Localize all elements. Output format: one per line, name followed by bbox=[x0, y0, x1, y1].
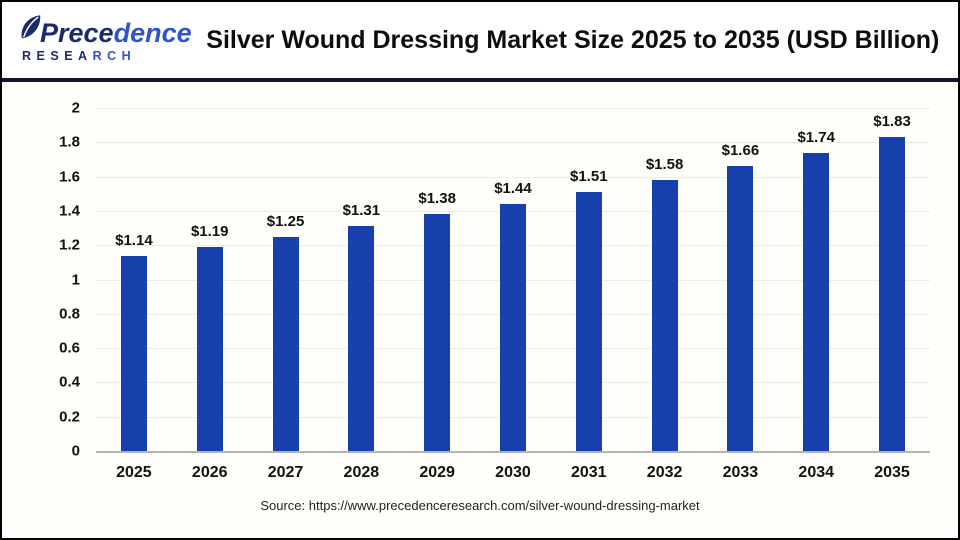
x-axis-label: 2035 bbox=[874, 464, 910, 481]
bar bbox=[424, 214, 451, 451]
x-axis-label: 2025 bbox=[116, 464, 152, 481]
bar bbox=[803, 152, 830, 451]
bar bbox=[499, 204, 526, 451]
y-axis-tick-label: 1.2 bbox=[59, 236, 80, 254]
x-axis-label: 2029 bbox=[419, 464, 455, 481]
x-axis-label: 2028 bbox=[343, 464, 380, 481]
gridline bbox=[96, 108, 930, 109]
bar-value-label: $1.14 bbox=[115, 231, 153, 249]
bar-slot-2026: $1.19 bbox=[172, 108, 248, 451]
y-axis-tick-label: 0.6 bbox=[59, 339, 80, 357]
x-axis-label: 2026 bbox=[191, 464, 228, 481]
chart-region: 0 0.2 0.4 0.6 0.8 1 1.2 1.4 1.6 1.8 2 $1.14 $1.19 $1.… bbox=[2, 82, 958, 538]
brand-subtitle: RESEARCH bbox=[22, 49, 137, 64]
bar bbox=[727, 166, 754, 451]
bar-value-label: $1.31 bbox=[342, 202, 381, 220]
y-axis-tick-label: 0.2 bbox=[59, 408, 80, 426]
bar-value-label: $1.66 bbox=[721, 142, 760, 160]
x-axis-label: 2034 bbox=[798, 464, 835, 481]
bar-slot-2030: $1.44 bbox=[475, 108, 551, 451]
bar bbox=[348, 226, 375, 451]
bar bbox=[879, 137, 906, 451]
bar-value-label: $1.44 bbox=[494, 180, 532, 198]
x-axis-label: 2027 bbox=[267, 464, 304, 481]
x-axis-labels: 2025 2026 2027 2028 2029 2030 2031 2032 2033 2034… bbox=[96, 451, 930, 482]
bar-slot-2032: $1.58 bbox=[627, 108, 703, 451]
bar-slot-2029: $1.38 bbox=[399, 108, 475, 451]
bar-value-label: $1.83 bbox=[873, 113, 911, 131]
brand-logo: Prece dence RESEARCH bbox=[20, 14, 192, 64]
gridline bbox=[96, 142, 930, 144]
y-axis-tick-label: 0.4 bbox=[59, 373, 80, 391]
bar-value-label: $1.19 bbox=[190, 222, 229, 240]
bar bbox=[651, 180, 678, 451]
bar bbox=[196, 246, 223, 451]
y-axis-tick-label: 1 bbox=[71, 271, 80, 288]
bar-value-label: $1.58 bbox=[645, 156, 684, 174]
x-axis-label: 2030 bbox=[495, 464, 531, 481]
bar-slot-2034: $1.74 bbox=[778, 108, 854, 451]
bar-slot-2028: $1.31 bbox=[323, 108, 399, 451]
bar-slot-2025: $1.14 bbox=[96, 108, 172, 451]
header: Prece dence RESEARCH Silver Wound Dressin… bbox=[2, 2, 958, 82]
bar-series: $1.14 $1.19 $1.25 $1.31 $1.38 $1.44 $1.51 $1.58… bbox=[96, 108, 930, 451]
bar-slot-2031: $1.51 bbox=[551, 108, 627, 451]
x-axis-label: 2031 bbox=[570, 464, 607, 481]
bar bbox=[575, 192, 602, 451]
bar-value-label: $1.51 bbox=[570, 168, 608, 186]
y-axis-tick-label: 1.8 bbox=[59, 133, 80, 151]
source-line: Source: https://www.precedenceresearch.c… bbox=[260, 498, 700, 513]
bar-slot-2027: $1.25 bbox=[248, 108, 324, 451]
bar-slot-2035: $1.83 bbox=[854, 108, 930, 451]
leaf-icon bbox=[20, 14, 42, 44]
bar-value-label: $1.25 bbox=[266, 212, 305, 230]
bar bbox=[272, 236, 299, 451]
brand-name: Prece dence bbox=[20, 14, 192, 47]
bar-value-label: $1.74 bbox=[797, 128, 835, 146]
y-axis-tick-label: 0 bbox=[71, 442, 80, 460]
y-axis-tick-label: 1.6 bbox=[59, 168, 80, 186]
bar-value-label: $1.38 bbox=[418, 190, 456, 208]
bar bbox=[120, 255, 147, 451]
page-title: Silver Wound Dressing Market Size 2025 t… bbox=[206, 25, 940, 54]
y-axis-tick-label: 0.8 bbox=[59, 305, 80, 323]
y-axis-tick-label: 1.4 bbox=[59, 202, 80, 220]
bar-chart-plot: 0 0.2 0.4 0.6 0.8 1 1.2 1.4 1.6 1.8 2 $1.14 $1.19 $1.… bbox=[59, 100, 930, 460]
y-axis-tick-label: 2 bbox=[71, 99, 80, 117]
bar-slot-2033: $1.66 bbox=[703, 108, 779, 451]
x-axis-label: 2032 bbox=[646, 464, 683, 481]
x-axis-label: 2033 bbox=[722, 464, 759, 481]
gridline bbox=[96, 176, 930, 178]
